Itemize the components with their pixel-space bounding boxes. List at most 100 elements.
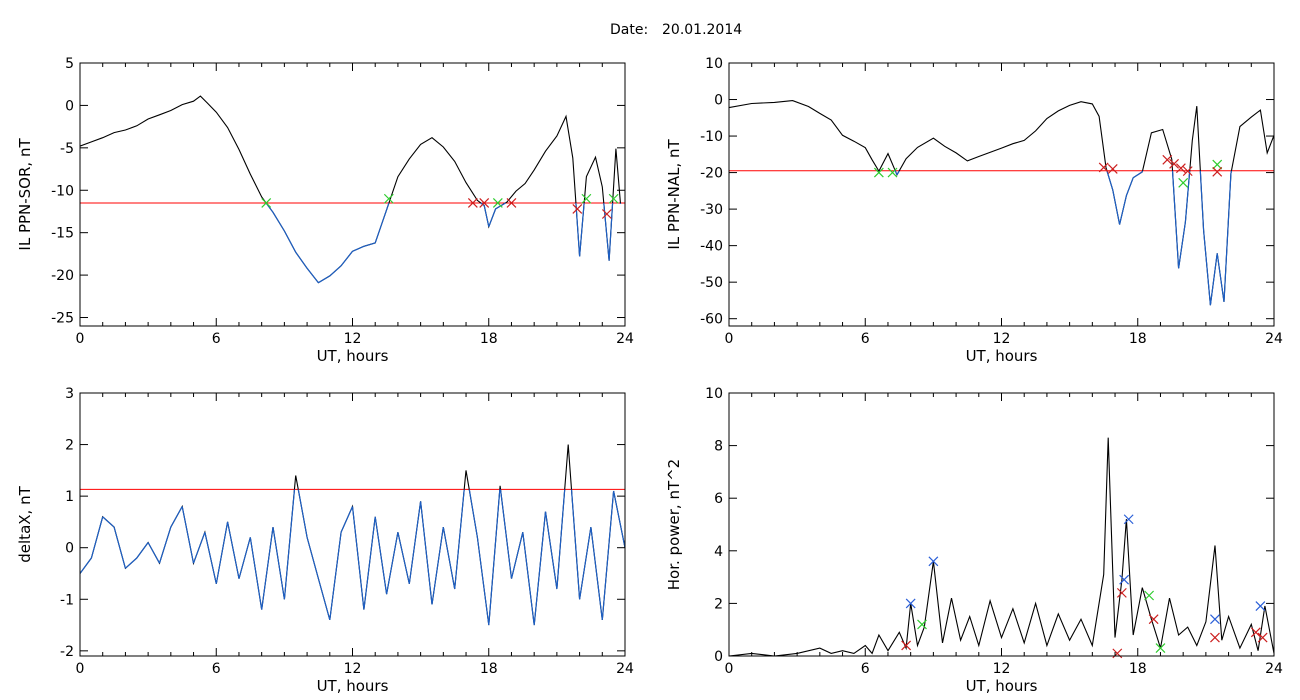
data-layer	[80, 95, 622, 284]
x-tick-label: 6	[212, 661, 221, 677]
marker-blue	[905, 598, 916, 609]
marker-red	[1169, 158, 1180, 169]
marker-red	[901, 640, 912, 651]
y-tick-label: -25	[51, 311, 74, 327]
marker-green	[1155, 643, 1166, 654]
panel-p3: 0 6 12 18 24 3 2 1 0 -1 -2 UT, hours deltaX, nT	[16, 386, 634, 695]
marker-red	[601, 209, 612, 219]
y-tick-label: 10	[705, 56, 723, 72]
date-value: 20.01.2014	[662, 22, 742, 38]
y-tick-label: 2	[65, 438, 74, 454]
y-tick-label: 0	[714, 649, 723, 665]
x-tick-label: 0	[725, 661, 734, 677]
marker-red	[1182, 166, 1193, 177]
marker-red	[1162, 154, 1173, 165]
x-axis-label: UT, hours	[966, 677, 1038, 695]
marker-green	[608, 193, 619, 204]
x-tick-label: 24	[616, 331, 634, 347]
y-tick-label: -5	[60, 141, 74, 157]
plot-frame	[728, 62, 1275, 327]
x-tick-label: 6	[212, 331, 221, 347]
y-tick-label: 0	[65, 98, 74, 114]
y-tick-label: -40	[700, 239, 723, 255]
x-tick-label: 24	[616, 661, 634, 677]
marker-green	[1144, 590, 1155, 601]
x-tick-label: 12	[344, 331, 362, 347]
x-tick-label: 18	[1129, 661, 1147, 677]
y-tick-label: 1	[65, 489, 74, 505]
marker-blue	[1255, 601, 1266, 611]
y-tick-label: 5	[65, 56, 74, 72]
marker-red	[1212, 166, 1223, 177]
marker-green	[1212, 159, 1223, 170]
marker-blue	[1119, 574, 1130, 585]
marker-red	[1116, 587, 1127, 598]
marker-red	[1257, 632, 1268, 643]
panel-p1: 0 6 12 18 24 5 0 -5 -10 -15 -20 -25 UT, hours IL PPN-…	[16, 56, 634, 365]
marker-green	[873, 167, 884, 178]
y-tick-label: 2	[714, 596, 723, 612]
y-tick-label: 6	[714, 491, 723, 507]
marker-green	[1178, 177, 1189, 188]
y-axis-label: IL PPN-NAL, nT	[665, 139, 683, 250]
x-tick-label: 6	[861, 331, 870, 347]
x-axis-label: UT, hours	[317, 347, 389, 365]
marker-red	[1107, 164, 1118, 174]
x-tick-label: 12	[344, 661, 362, 677]
x-axis-label: UT, hours	[317, 677, 389, 695]
plot-frame	[79, 62, 626, 327]
marker-red	[572, 203, 583, 214]
y-tick-label: -20	[700, 166, 723, 182]
marker-red	[479, 198, 490, 208]
x-tick-label: 24	[1265, 331, 1283, 347]
marker-green	[261, 198, 272, 208]
plot-frame	[79, 392, 626, 657]
series-line	[729, 437, 1274, 656]
y-tick-label: -10	[700, 129, 723, 145]
series-line	[729, 100, 1274, 306]
data-layer	[80, 444, 625, 626]
y-tick-label: -2	[60, 644, 74, 660]
marker-red	[1098, 162, 1109, 173]
x-tick-label: 0	[76, 331, 85, 347]
marker-red	[1250, 627, 1261, 638]
plot-frame	[728, 392, 1275, 657]
series-below-threshold	[265, 202, 622, 284]
marker-green	[581, 193, 592, 204]
marker-blue	[928, 556, 939, 567]
marker-blue	[1123, 514, 1134, 525]
y-tick-label: -10	[51, 183, 74, 199]
marker-red	[467, 198, 478, 208]
marker-green	[492, 198, 503, 208]
x-tick-label: 18	[480, 661, 498, 677]
y-tick-label: 0	[714, 93, 723, 109]
series-below-threshold	[878, 170, 1232, 306]
y-axis-label: Hor. power, nT^2	[665, 459, 683, 590]
y-tick-label: -20	[51, 268, 74, 284]
y-tick-label: -1	[60, 592, 74, 608]
x-tick-label: 0	[76, 661, 85, 677]
y-tick-label: 4	[714, 544, 723, 560]
marker-green	[887, 167, 898, 178]
x-tick-label: 0	[725, 331, 734, 347]
x-tick-label: 12	[993, 331, 1011, 347]
y-axis-label: deltaX, nT	[16, 485, 34, 562]
y-tick-label: -50	[700, 275, 723, 291]
date-label: Date:	[610, 22, 648, 38]
y-tick-label: 8	[714, 439, 723, 455]
marker-green	[383, 193, 394, 204]
data-layer	[729, 100, 1274, 306]
x-tick-label: 24	[1265, 661, 1283, 677]
panel-p2: 0 6 12 18 24 10 0 -10 -20 -30 -40 -50 -60 UT, hours IL…	[665, 56, 1283, 365]
marker-blue	[1210, 614, 1220, 625]
y-tick-label: -60	[700, 312, 723, 328]
y-tick-label: 0	[65, 541, 74, 557]
x-tick-label: 6	[861, 661, 870, 677]
marker-red	[1148, 614, 1159, 625]
y-axis-label: IL PPN-SOR, nT	[16, 138, 34, 251]
marker-red	[506, 198, 517, 208]
x-tick-label: 12	[993, 661, 1011, 677]
y-tick-label: 10	[705, 386, 723, 402]
